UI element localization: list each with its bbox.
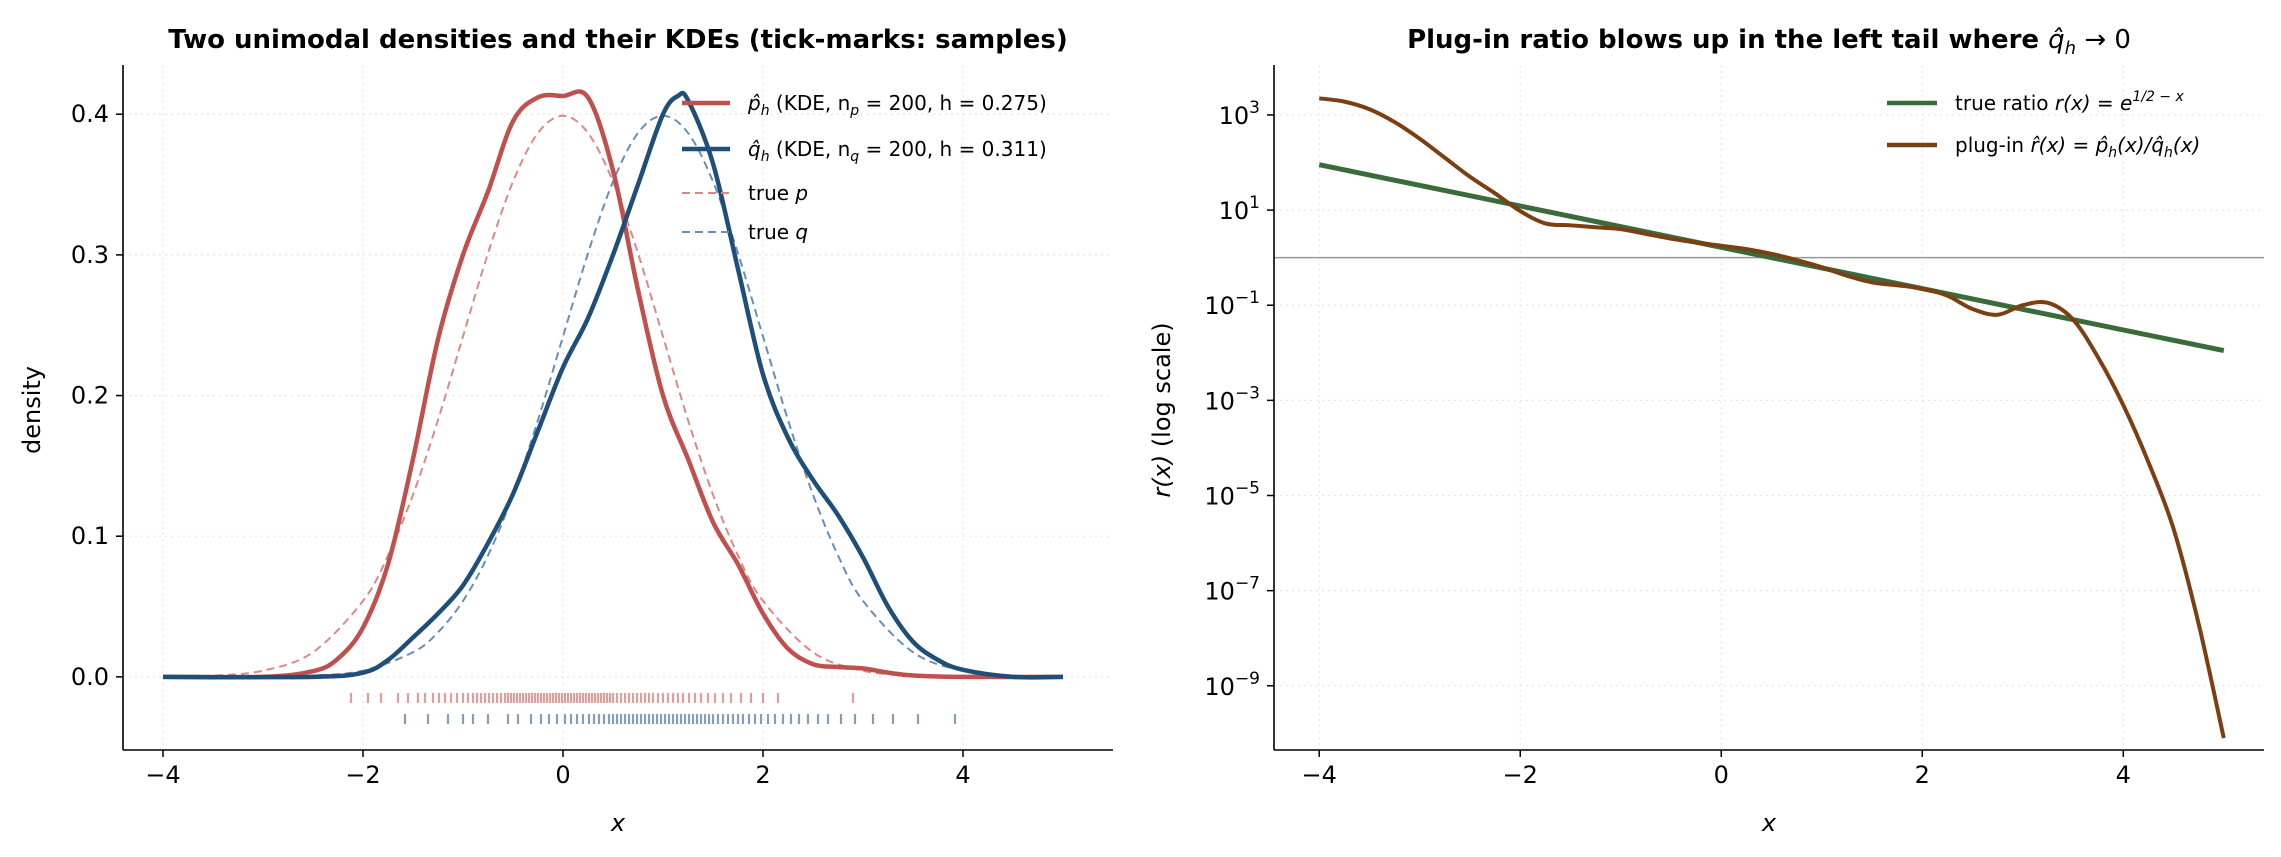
y-tick-label: 0.0 xyxy=(71,663,109,691)
left-y-axis-label: density xyxy=(18,366,46,454)
x-tick-label: 2 xyxy=(755,761,770,789)
ratio-lines xyxy=(1318,96,2226,739)
right-chart-title: Plug-in ratio blows up in the left tail … xyxy=(1407,25,2131,59)
ticks-left: −4 −2 0 2 4 0.0 0.1 0.2 0.3 0.4 xyxy=(71,100,971,789)
series-line-3 xyxy=(162,114,1064,678)
right-y-axis-label: r(x) (log scale) xyxy=(1148,322,1176,497)
x-tick-label: 4 xyxy=(2116,761,2131,789)
legend-label-true-q: true q xyxy=(748,220,808,244)
x-tick-label: −2 xyxy=(1503,761,1538,789)
x-tick-label: 0 xyxy=(1714,761,1729,789)
y-tick-label: 0.2 xyxy=(71,382,109,410)
grid-left xyxy=(123,65,1113,750)
series-line-2 xyxy=(162,114,1064,678)
y-tick-label: 101 xyxy=(1219,193,1260,225)
x-tick-label: 2 xyxy=(1915,761,1930,789)
right-legend: true ratio r(x) = e1/2 − x plug-in r̂(x)… xyxy=(1887,89,2200,161)
x-tick-label: −4 xyxy=(1302,761,1337,789)
ratio-panel: −4 −2 0 2 4 103 101 10−1 10−3 10−5 10−7 10−9 Plug-i… xyxy=(1148,25,2264,837)
series-line-0 xyxy=(162,89,1064,680)
series-line-1 xyxy=(162,90,1064,680)
legend-label-true-p: true p xyxy=(748,181,808,205)
density-lines xyxy=(162,89,1064,680)
y-tick-label: 10−3 xyxy=(1204,383,1260,415)
y-tick-label: 0.3 xyxy=(71,241,109,269)
left-chart-title: Two unimodal densities and their KDEs (t… xyxy=(168,25,1068,55)
x-tick-label: 4 xyxy=(955,761,970,789)
density-panel: −4 −2 0 2 4 0.0 0.1 0.2 0.3 0.4 Two unimodal dens… xyxy=(18,25,1113,837)
x-tick-label: −4 xyxy=(145,761,180,789)
y-tick-label: 0.4 xyxy=(71,100,109,128)
y-tick-label: 10−7 xyxy=(1204,574,1260,606)
x-tick-label: −2 xyxy=(345,761,380,789)
y-tick-label: 103 xyxy=(1219,98,1260,130)
y-tick-label: 10−1 xyxy=(1204,288,1260,320)
left-legend: p̂h (KDE, np = 200, h = 0.275) q̂h (KDE,… xyxy=(682,91,1047,244)
legend-label-p-kde: p̂h (KDE, np = 200, h = 0.275) xyxy=(747,91,1047,119)
y-tick-label: 0.1 xyxy=(71,522,109,550)
legend-label-plugin: plug-in r̂(x) = p̂h(x)/q̂h(x) xyxy=(1955,133,2200,161)
legend-label-q-kde: q̂h (KDE, nq = 200, h = 0.311) xyxy=(748,137,1047,165)
y-tick-label: 10−5 xyxy=(1204,479,1260,511)
ratio-series-line-1 xyxy=(1318,96,2226,739)
left-x-axis-label: x xyxy=(610,809,626,837)
sample-rug xyxy=(349,692,957,725)
y-tick-label: 10−9 xyxy=(1204,669,1260,701)
legend-label-true-ratio: true ratio r(x) = e1/2 − x xyxy=(1955,89,2184,115)
x-tick-label: 0 xyxy=(555,761,570,789)
right-x-axis-label: x xyxy=(1761,809,1777,837)
ticks-right: −4 −2 0 2 4 103 101 10−1 10−3 10−5 10−7 10−9 xyxy=(1204,98,2131,789)
